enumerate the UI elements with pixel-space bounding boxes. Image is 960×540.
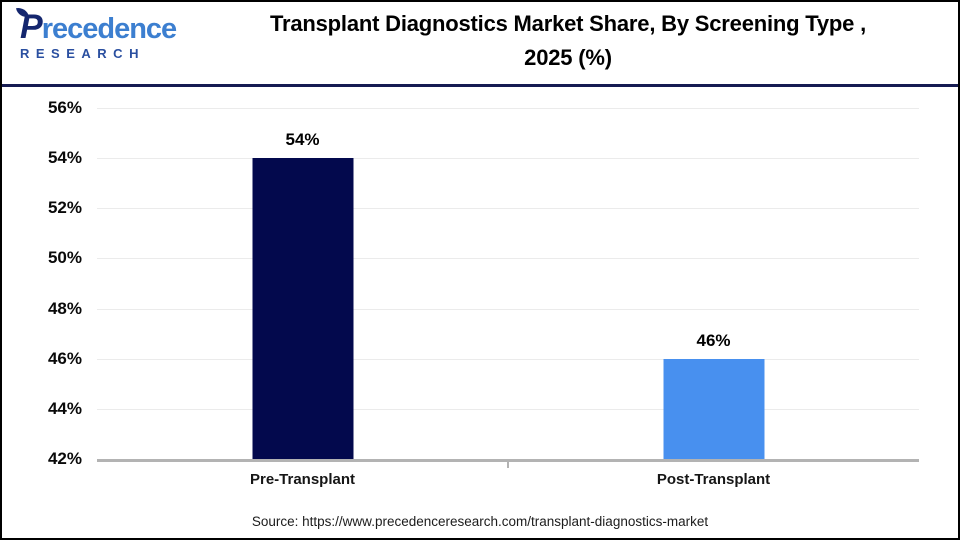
x-axis-labels: Pre-Transplant Post-Transplant: [97, 471, 919, 488]
logo-subtitle: RESEARCH: [20, 46, 145, 61]
gridline: [97, 358, 919, 360]
gridline: [97, 308, 919, 310]
logo-wordmark: Precedence: [15, 5, 190, 45]
gridline: [97, 208, 919, 210]
y-axis-labels: 42% 44% 46% 48% 50% 52% 54% 56%: [2, 98, 82, 468]
gridline: [97, 258, 919, 260]
source-note: Source: https://www.precedenceresearch.c…: [251, 514, 709, 529]
chart-title: Transplant Diagnostics Market Share, By …: [192, 7, 944, 75]
y-axis-label: 44%: [47, 398, 82, 418]
chart-title-line-2: 2025 (%): [524, 45, 612, 70]
y-axis-label: 52%: [47, 198, 82, 218]
precedence-research-logo: Precedence RESEARCH: [15, 5, 190, 61]
y-axis-label: 50%: [47, 248, 82, 268]
bar-cell: 46%: [508, 108, 919, 459]
bar-post-transplant: [663, 358, 764, 459]
gridline: [97, 158, 919, 160]
y-axis-label: 42%: [47, 449, 82, 468]
y-axis-label: 46%: [47, 348, 82, 368]
y-axis-label: 54%: [47, 148, 82, 168]
bar-value-label: 46%: [696, 330, 731, 350]
logo-initial: P: [20, 8, 43, 46]
gridline: [97, 408, 919, 410]
bar-pre-transplant: [252, 158, 353, 459]
category-label: Pre-Transplant: [249, 471, 356, 488]
header-divider: [2, 84, 958, 87]
logo-wordmark-rest: recedence: [41, 13, 177, 45]
gridline: [97, 108, 919, 109]
x-axis-tick: [507, 459, 509, 468]
chart-title-line-1: Transplant Diagnostics Market Share, By …: [269, 11, 867, 36]
y-axis-label: 48%: [47, 298, 82, 318]
category-label: Post-Transplant: [656, 471, 771, 488]
header: Precedence RESEARCH Transplant Diagnosti…: [2, 2, 958, 82]
bar-value-label: 54%: [285, 130, 320, 150]
y-axis-label: 56%: [47, 98, 82, 117]
plot-area: 54% 46%: [97, 108, 919, 468]
bar-cell: 54%: [97, 108, 508, 459]
